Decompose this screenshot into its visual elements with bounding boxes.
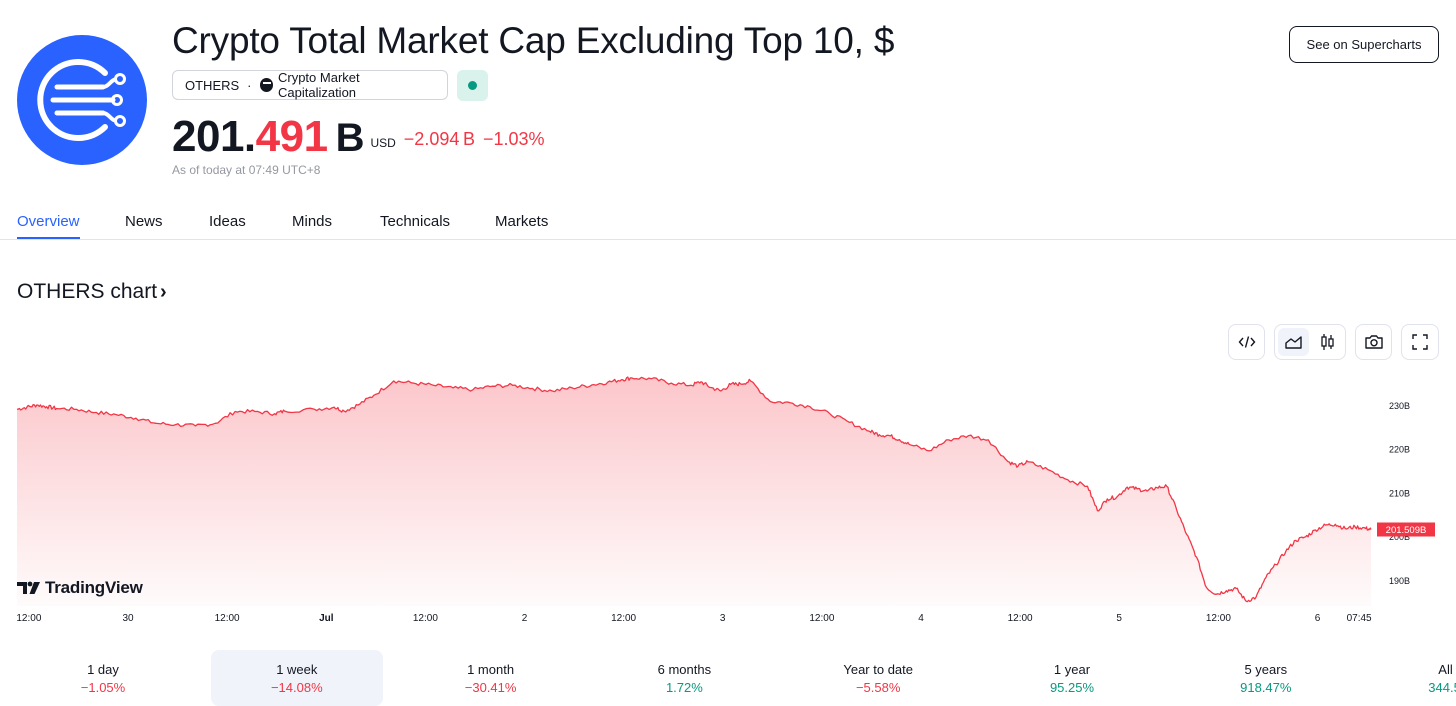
tab-technicals[interactable]: Technicals	[380, 213, 451, 230]
chart-heading-text: OTHERS chart	[17, 280, 158, 303]
period-5-years[interactable]: 5 years 918.47%	[1180, 650, 1352, 706]
symbol-source-pill[interactable]: OTHERS · Crypto Market Capitalization	[172, 70, 448, 100]
period-label: 5 years	[1244, 662, 1288, 677]
period-label: 1 month	[467, 662, 515, 677]
others-logo-icon	[37, 59, 126, 141]
chart-series-line	[16, 376, 1372, 603]
period-change: −30.41%	[464, 680, 517, 695]
performance-periods: 1 day −1.05% 1 week −14.08% 1 month −30.41% 6 …	[0, 650, 1456, 706]
chevron-right-icon: ›	[160, 281, 167, 303]
tradingview-logo[interactable]: TradingView	[17, 578, 143, 598]
snapshot-button[interactable]	[1355, 324, 1392, 360]
period-change: −1.05%	[80, 680, 126, 695]
last-price-label: 201.509B	[1386, 525, 1427, 536]
candles-style-button[interactable]	[1312, 328, 1343, 356]
x-axis-tick-label: 4	[918, 613, 924, 624]
tradingview-logo-icon	[17, 581, 40, 594]
candles-icon	[1321, 334, 1334, 350]
price-integer: 201.	[172, 112, 256, 161]
tradingview-brand-text: TradingView	[45, 578, 143, 597]
y-axis-tick-label: 190B	[1389, 576, 1410, 586]
period-1-week[interactable]: 1 week −14.08%	[210, 650, 383, 706]
period-1-day[interactable]: 1 day −1.05%	[17, 650, 189, 706]
tab-ideas[interactable]: Ideas	[209, 213, 246, 230]
y-axis-tick-label: 230B	[1389, 401, 1410, 411]
y-axis-tick-label: 210B	[1389, 488, 1410, 498]
period-change: 344.56 K%	[1428, 680, 1456, 695]
area-chart-icon	[1285, 336, 1302, 349]
symbol-logo	[17, 35, 147, 165]
period-change: 1.72%	[665, 680, 703, 695]
market-open-dot-icon	[468, 81, 477, 90]
period-label: Year to date	[843, 662, 913, 677]
last-price-badge	[1377, 522, 1435, 537]
chart-area-fill	[17, 377, 1371, 606]
camera-icon	[1364, 335, 1383, 349]
price-change-absolute: −2.094 B	[403, 129, 475, 149]
period-year-to-date[interactable]: Year to date −5.58%	[792, 650, 964, 706]
x-axis-tick-label: 12:00	[215, 613, 240, 624]
fullscreen-icon	[1412, 334, 1428, 350]
x-axis-tick-label: 07:45	[1347, 613, 1372, 624]
period-label: 1 day	[87, 662, 119, 677]
period-label: 1 week	[276, 662, 318, 677]
tradingview-badge-icon	[259, 78, 273, 92]
market-status-badge[interactable]	[457, 70, 488, 101]
x-axis-tick-label: 12:00	[611, 613, 636, 624]
x-axis-tick-label: Jul	[319, 613, 334, 624]
separator-dot: ·	[247, 77, 252, 93]
area-style-button[interactable]	[1278, 328, 1309, 356]
price-chart[interactable]: 230B 220B 210B 200B 190B 12:00 30 12:00 Jul 12:0…	[0, 370, 1456, 632]
period-change: 95.25%	[1049, 680, 1095, 695]
price-change-percent: −1.03%	[482, 129, 545, 149]
tab-minds[interactable]: Minds	[292, 213, 333, 230]
y-axis-tick-label: 200B	[1389, 532, 1410, 542]
price-row: 201.491 B USD −2.094 B −1.03%	[172, 112, 545, 162]
as-of-timestamp: As of today at 07:49 UTC+8	[172, 163, 321, 177]
x-axis-tick-label: 12:00	[809, 613, 834, 624]
x-axis-tick-label: 12:00	[16, 613, 41, 624]
chart-section-heading[interactable]: OTHERS chart ›	[17, 280, 167, 304]
price-currency: USD	[370, 136, 396, 150]
see-on-supercharts-button[interactable]: See on Supercharts	[1289, 26, 1439, 63]
tab-overview[interactable]: Overview	[17, 213, 80, 239]
period-1-month[interactable]: 1 month −30.41%	[405, 650, 577, 706]
fullscreen-button[interactable]	[1401, 324, 1439, 360]
period-all-time[interactable]: All time 344.56 K%	[1374, 650, 1456, 706]
period-label: 6 months	[657, 662, 712, 677]
period-label: 1 year	[1053, 662, 1091, 677]
period-1-year[interactable]: 1 year 95.25%	[986, 650, 1158, 706]
source-name: Crypto Market Capitalization	[277, 70, 360, 100]
period-label: All time	[1438, 662, 1456, 677]
x-axis-tick-label: 2	[522, 613, 528, 624]
x-axis-tick-label: 12:00	[413, 613, 438, 624]
price-unit: B	[335, 116, 365, 160]
x-axis-tick-label: 12:00	[1008, 613, 1033, 624]
x-axis-tick-label: 30	[122, 613, 134, 624]
period-change: 918.47%	[1240, 680, 1292, 695]
tab-markets[interactable]: Markets	[495, 213, 549, 230]
tab-news[interactable]: News	[125, 213, 163, 230]
chart-style-toggle	[1274, 324, 1346, 360]
page-title: Crypto Total Market Cap Excluding Top 10…	[172, 20, 895, 61]
embed-code-icon	[1238, 336, 1255, 348]
embed-code-button[interactable]	[1228, 324, 1265, 360]
x-axis-tick-label: 3	[720, 613, 726, 624]
period-change: −14.08%	[270, 680, 323, 695]
y-axis-tick-label: 220B	[1389, 445, 1410, 455]
symbol-ticker: OTHERS	[185, 77, 240, 93]
period-change: −5.58%	[855, 680, 901, 695]
period-6-months[interactable]: 6 months 1.72%	[598, 650, 770, 706]
x-axis-tick-label: 12:00	[1206, 613, 1231, 624]
price-fraction: 491	[255, 112, 328, 161]
x-axis-tick-label: 5	[1116, 613, 1122, 624]
symbol-tabs: Overview News Ideas Minds Technicals Mar…	[0, 204, 1456, 240]
x-axis-tick-label: 6	[1315, 613, 1321, 624]
price-value: 201.491	[172, 112, 328, 161]
